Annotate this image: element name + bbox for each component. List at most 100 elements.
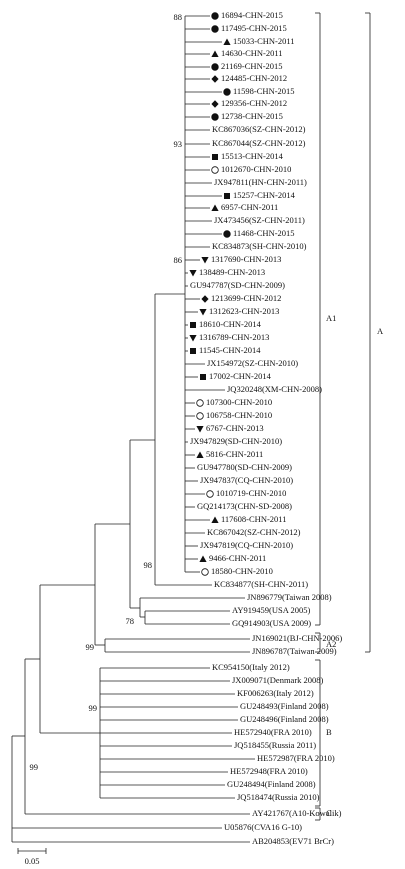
leaf-marker xyxy=(206,490,214,498)
leaf-label: 11468-CHN-2015 xyxy=(233,228,295,238)
leaf-marker xyxy=(211,166,219,174)
leaf-label: KC867044(SZ-CHN-2012) xyxy=(212,138,306,148)
bootstrap-value: 98 xyxy=(144,560,153,570)
leaf-label: AB204853(EV71 BrCr) xyxy=(252,836,334,846)
leaf-marker xyxy=(190,348,196,354)
leaf-label: JX947819(CQ-CHN-2010) xyxy=(200,540,293,550)
leaf-label: JN169021(BJ-CHN-2006) xyxy=(252,633,342,643)
leaf-label: HE572940(FRA 2010) xyxy=(234,727,312,737)
leaf-label: 17002-CHN-2014 xyxy=(209,371,272,381)
leaf-marker xyxy=(196,412,204,420)
leaf-label: 1312623-CHN-2013 xyxy=(209,306,279,316)
leaf-label: GU947780(SD-CHN-2009) xyxy=(197,462,292,472)
leaf-label: 15513-CHN-2014 xyxy=(221,151,284,161)
clade-label: B xyxy=(326,727,332,737)
leaf-marker xyxy=(196,426,204,433)
leaf-label: JX947837(CQ-CHN-2010) xyxy=(200,475,293,485)
leaf-label: 1012670-CHN-2010 xyxy=(221,164,291,174)
bootstrap-value: 88 xyxy=(174,12,183,22)
leaf-label: 15033-CHN-2011 xyxy=(233,36,295,46)
leaf-marker xyxy=(190,322,196,328)
leaf-label: JN896787(Taiwan 2009) xyxy=(252,646,337,656)
leaf-label: KC834877(SH-CHN-2011) xyxy=(214,579,308,589)
leaf-marker xyxy=(199,555,207,562)
leaf-marker xyxy=(189,335,197,342)
leaf-label: 21169-CHN-2015 xyxy=(221,61,283,71)
leaf-label: HE572948(FRA 2010) xyxy=(230,766,308,776)
leaf-marker xyxy=(211,113,219,121)
bootstrap-value: 99 xyxy=(86,642,95,652)
leaf-marker xyxy=(223,230,231,238)
leaf-label: 6957-CHN-2011 xyxy=(221,202,278,212)
leaf-label: 106758-CHN-2010 xyxy=(206,410,272,420)
bootstrap-value: 93 xyxy=(174,139,183,149)
leaf-marker xyxy=(196,399,204,407)
leaf-label: 18610-CHN-2014 xyxy=(199,319,262,329)
leaf-label: KC867036(SZ-CHN-2012) xyxy=(212,124,306,134)
leaf-label: JQ320248(XM-CHN-2008) xyxy=(227,384,322,394)
leaf-label: 107300-CHN-2010 xyxy=(206,397,272,407)
leaf-label: HE572987(FRA 2010) xyxy=(257,753,335,763)
clade-label: A1 xyxy=(326,313,336,323)
bootstrap-value: 78 xyxy=(126,616,135,626)
leaf-label: U05876(CVA16 G-10) xyxy=(224,822,302,832)
bootstrap-value: 99 xyxy=(89,703,98,713)
leaf-label: GQ214173(CHN-SD-2008) xyxy=(197,501,292,511)
leaf-marker xyxy=(199,309,207,316)
leaf-marker xyxy=(212,154,218,160)
leaf-marker xyxy=(201,568,209,576)
leaf-marker xyxy=(211,12,219,20)
bootstrap-value: 99 xyxy=(30,762,39,772)
leaf-label: 129356-CHN-2012 xyxy=(221,98,287,108)
clade-label: A2 xyxy=(326,639,336,649)
leaf-label: 14630-CHN-2011 xyxy=(221,48,283,58)
leaf-label: 11598-CHN-2015 xyxy=(233,86,295,96)
leaf-label: KC954150(Italy 2012) xyxy=(212,662,290,672)
leaf-label: JX154972(SZ-CHN-2010) xyxy=(207,358,298,368)
leaf-label: 1317690-CHN-2013 xyxy=(211,254,281,264)
leaf-label: JQ518474(Russia 2010) xyxy=(237,792,320,802)
leaf-marker xyxy=(211,75,219,83)
leaf-label: 117495-CHN-2015 xyxy=(221,23,287,33)
leaf-marker xyxy=(211,516,219,523)
leaf-label: 15257-CHN-2014 xyxy=(233,190,296,200)
leaf-marker xyxy=(189,270,197,277)
leaf-label: JQ518455(Russia 2011) xyxy=(234,740,316,750)
clade-label: A xyxy=(377,326,384,336)
leaf-label: 1316789-CHN-2013 xyxy=(199,332,269,342)
leaf-label: 18580-CHN-2010 xyxy=(211,566,273,576)
leaf-label: JN896779(Taiwan 2008) xyxy=(247,592,332,602)
leaf-label: 5816-CHN-2011 xyxy=(206,449,263,459)
leaf-marker xyxy=(196,451,204,458)
leaf-label: 138489-CHN-2013 xyxy=(199,267,265,277)
leaf-label: JX947811(HN-CHN-2011) xyxy=(214,177,307,187)
leaf-label: 9466-CHN-2011 xyxy=(209,553,266,563)
leaf-label: JX947829(SD-CHN-2010) xyxy=(190,436,282,446)
leaf-label: KC867042(SZ-CHN-2012) xyxy=(207,527,301,537)
leaf-marker xyxy=(211,100,219,108)
leaf-marker xyxy=(211,204,219,211)
bootstrap-value: 86 xyxy=(174,255,183,265)
leaf-label: 16894-CHN-2015 xyxy=(221,10,283,20)
clade-label: C xyxy=(326,808,332,818)
leaf-label: AY919459(USA 2005) xyxy=(232,605,310,615)
leaf-marker xyxy=(200,374,206,380)
leaf-marker xyxy=(211,25,219,33)
leaf-label: GU248496(Finland 2008) xyxy=(240,714,329,724)
leaf-marker xyxy=(224,193,230,199)
leaf-label: AY421767(A10-Kowalik) xyxy=(252,808,342,818)
leaf-marker xyxy=(211,50,219,57)
leaf-label: 1213699-CHN-2012 xyxy=(211,293,281,303)
leaf-label: JX009071(Denmark 2008) xyxy=(232,675,324,685)
leaf-label: 117608-CHN-2011 xyxy=(221,514,286,524)
leaf-label: KF006263(Italy 2012) xyxy=(237,688,314,698)
leaf-marker xyxy=(223,88,231,96)
leaf-label: 11545-CHN-2014 xyxy=(199,345,261,355)
leaf-marker xyxy=(201,257,209,264)
leaf-label: GU947787(SD-CHN-2009) xyxy=(190,280,285,290)
leaf-marker xyxy=(211,63,219,71)
leaf-label: KC834873(SH-CHN-2010) xyxy=(212,241,307,251)
leaf-label: 6767-CHN-2013 xyxy=(206,423,264,433)
scale-label: 0.05 xyxy=(25,856,40,866)
